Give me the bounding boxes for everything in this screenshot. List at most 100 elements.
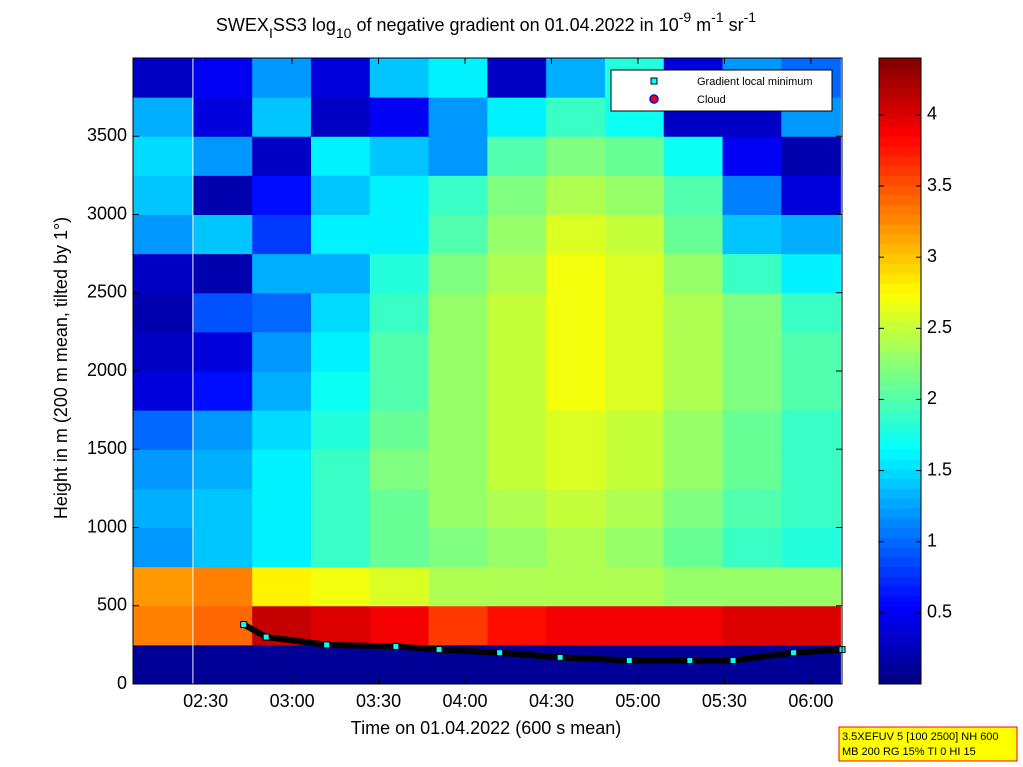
heat-cell bbox=[193, 97, 253, 137]
heat-cell bbox=[487, 605, 547, 646]
heat-cell bbox=[781, 449, 841, 489]
colorbar-step bbox=[879, 292, 921, 304]
heat-cell bbox=[546, 214, 606, 255]
heat-cell bbox=[604, 175, 665, 215]
colorbar-tick-label: 1.5 bbox=[927, 459, 952, 479]
heat-cell bbox=[663, 644, 724, 685]
colorbar-step bbox=[879, 595, 921, 607]
colorbar-step bbox=[879, 566, 921, 577]
colorbar-step bbox=[879, 155, 921, 167]
heat-cell bbox=[487, 253, 547, 294]
heat-cell bbox=[487, 527, 547, 568]
heat-cell bbox=[428, 58, 489, 98]
heat-cell bbox=[193, 331, 253, 372]
x-tick-label: 03:30 bbox=[356, 691, 401, 711]
y-tick-label: 1000 bbox=[87, 516, 127, 536]
title-part: m bbox=[691, 15, 711, 35]
x-axis-label: Time on 01.04.2022 (600 s mean) bbox=[351, 718, 622, 738]
x-tick-label: 04:30 bbox=[529, 691, 574, 711]
heat-cell bbox=[722, 566, 783, 607]
heat-cell bbox=[252, 136, 312, 176]
heat-cell bbox=[310, 488, 371, 528]
heat-cell bbox=[722, 449, 783, 489]
heat-cell bbox=[252, 371, 312, 411]
colorbar-tick-label: 0.5 bbox=[927, 602, 952, 622]
x-tick-label: 06:00 bbox=[788, 691, 833, 711]
colorbar-step bbox=[879, 312, 921, 323]
heat-cell bbox=[369, 371, 430, 411]
heat-cell bbox=[428, 97, 489, 137]
heat-cell bbox=[369, 449, 430, 489]
heat-cell bbox=[252, 58, 312, 98]
heat-cell bbox=[781, 214, 841, 255]
heat-cell bbox=[546, 253, 606, 294]
heat-cell bbox=[781, 253, 841, 294]
heat-cell bbox=[781, 175, 841, 215]
heat-cell bbox=[369, 331, 430, 372]
heat-cell bbox=[487, 410, 547, 450]
y-tick-label: 1500 bbox=[87, 438, 127, 458]
heat-cell bbox=[310, 605, 371, 646]
heat-cell bbox=[781, 605, 841, 646]
colorbar-step bbox=[879, 400, 921, 411]
heat-cell bbox=[428, 292, 489, 333]
colorbar-step bbox=[879, 273, 921, 284]
heat-cell bbox=[428, 566, 489, 607]
heat-cell bbox=[722, 488, 783, 528]
title-part: of negative gradient on 01.04.2022 in 10 bbox=[351, 15, 678, 35]
heat-cell bbox=[369, 214, 430, 255]
heat-cell bbox=[546, 488, 606, 528]
heat-cell bbox=[132, 253, 193, 294]
colorbar-step bbox=[879, 537, 921, 548]
heat-cell bbox=[310, 566, 371, 607]
colorbar-step bbox=[879, 361, 921, 372]
heat-cell bbox=[604, 449, 665, 489]
colorbar-step bbox=[879, 615, 921, 626]
legend-label: Cloud bbox=[697, 94, 726, 106]
title-part: -1 bbox=[744, 9, 757, 25]
colorbar-step bbox=[879, 58, 921, 69]
colorbar-step bbox=[879, 341, 921, 352]
legend-box bbox=[610, 69, 833, 112]
colorbar-step bbox=[879, 459, 921, 470]
heat-cell bbox=[781, 566, 841, 607]
x-tick-label: 04:00 bbox=[442, 691, 487, 711]
heat-cell bbox=[663, 292, 724, 333]
colorbar-step bbox=[879, 664, 921, 675]
heat-cell bbox=[369, 97, 430, 137]
heat-cell bbox=[487, 214, 547, 255]
heat-cell bbox=[193, 253, 253, 294]
heat-cell bbox=[369, 136, 430, 176]
heat-cell bbox=[428, 175, 489, 215]
minimum-marker bbox=[435, 646, 443, 654]
colorbar-step bbox=[879, 282, 921, 294]
colorbar-step bbox=[879, 77, 921, 88]
heat-cell bbox=[428, 136, 489, 176]
title-part: I bbox=[269, 25, 273, 41]
heat-cell bbox=[722, 410, 783, 450]
heat-cell bbox=[132, 488, 193, 528]
heat-cell bbox=[428, 410, 489, 450]
colorbar-step bbox=[879, 644, 921, 656]
title-part: SWEX bbox=[216, 15, 269, 35]
y-tick-label: 0 bbox=[117, 673, 127, 693]
minimum-marker bbox=[262, 633, 270, 641]
heat-cell bbox=[781, 331, 841, 372]
colorbar-tick-label: 2.5 bbox=[927, 317, 952, 337]
heat-cell bbox=[546, 371, 606, 411]
heat-cell bbox=[252, 175, 312, 215]
heat-cell bbox=[722, 292, 783, 333]
colorbar-step bbox=[879, 185, 921, 196]
minimum-marker bbox=[496, 649, 504, 657]
heat-cell bbox=[132, 136, 193, 176]
minimum-marker bbox=[625, 657, 633, 665]
colorbar-step bbox=[879, 419, 921, 431]
colorbar-step bbox=[879, 351, 921, 362]
heat-cell bbox=[369, 566, 430, 607]
heat-cell bbox=[193, 136, 253, 176]
colorbar-step bbox=[879, 674, 921, 685]
heat-cell bbox=[546, 449, 606, 489]
heat-cell bbox=[663, 331, 724, 372]
colorbar-step bbox=[879, 556, 921, 568]
